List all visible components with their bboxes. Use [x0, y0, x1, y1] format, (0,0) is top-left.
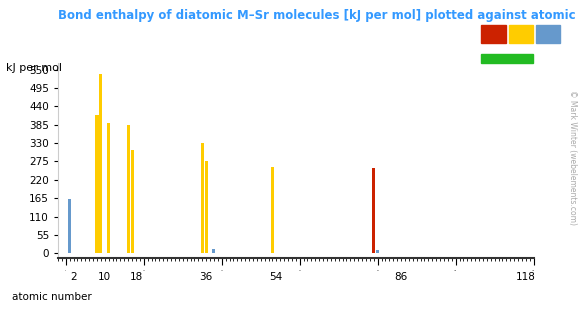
- Text: atomic number: atomic number: [12, 292, 92, 302]
- Bar: [376, 250, 379, 253]
- Text: 36: 36: [200, 272, 213, 282]
- Bar: [212, 249, 216, 253]
- Text: 18: 18: [129, 272, 143, 282]
- Bar: [107, 123, 110, 253]
- Text: 54: 54: [270, 272, 283, 282]
- Bar: [126, 125, 130, 253]
- Bar: [271, 167, 274, 253]
- Text: kJ per mol: kJ per mol: [6, 63, 61, 73]
- Bar: [372, 168, 375, 253]
- Text: © Mark Winter (webelements.com): © Mark Winter (webelements.com): [568, 90, 577, 225]
- Text: Bond enthalpy of diatomic M–Sr molecules [kJ per mol] plotted against atomic num: Bond enthalpy of diatomic M–Sr molecules…: [58, 9, 580, 22]
- Bar: [205, 161, 208, 253]
- Bar: [201, 143, 204, 253]
- Text: 118: 118: [516, 272, 536, 282]
- Text: 86: 86: [394, 272, 408, 282]
- Bar: [68, 199, 71, 253]
- Bar: [99, 74, 103, 253]
- Text: 2: 2: [70, 272, 77, 282]
- Bar: [130, 150, 133, 253]
- Text: 10: 10: [98, 272, 111, 282]
- Bar: [96, 115, 99, 253]
